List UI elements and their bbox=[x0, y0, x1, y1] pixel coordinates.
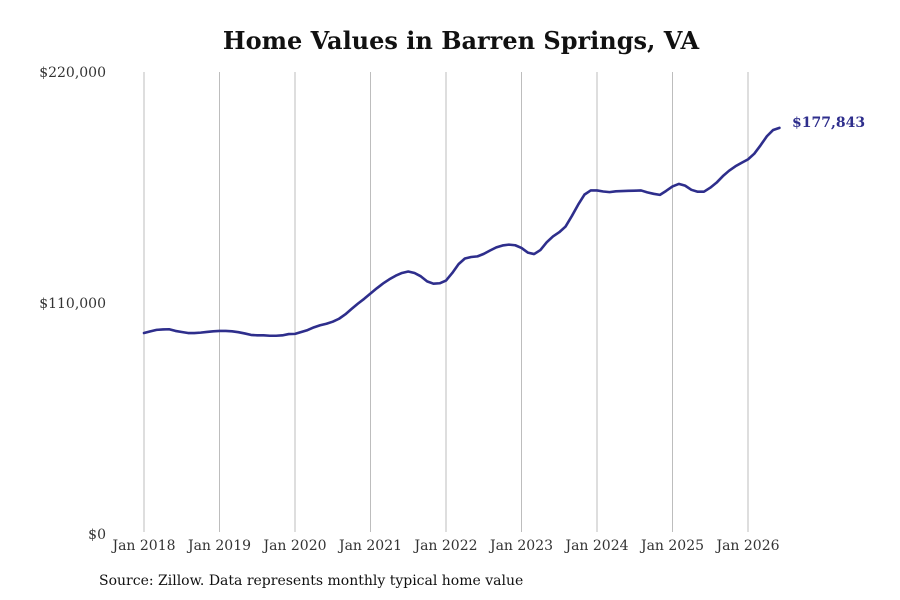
y-axis-tick-labels: $0 $110,000 $220,000 bbox=[39, 65, 106, 543]
x-tick-label: Jan 2020 bbox=[261, 538, 326, 554]
source-note: Source: Zillow. Data represents monthly … bbox=[99, 573, 524, 589]
x-tick-label: Jan 2026 bbox=[714, 538, 779, 554]
chart-title: Home Values in Barren Springs, VA bbox=[222, 26, 700, 55]
series-line bbox=[142, 126, 781, 338]
x-tick-label: Jan 2019 bbox=[186, 538, 251, 554]
x-tick-label: Jan 2022 bbox=[412, 538, 477, 554]
y-tick-label: $110,000 bbox=[39, 296, 106, 312]
x-tick-label: Jan 2018 bbox=[110, 538, 175, 554]
y-tick-label: $0 bbox=[88, 527, 106, 543]
vertical-gridlines bbox=[143, 72, 749, 532]
y-tick-label: $220,000 bbox=[39, 65, 106, 81]
x-tick-label: Jan 2024 bbox=[563, 538, 628, 554]
x-tick-label: Jan 2025 bbox=[639, 538, 704, 554]
x-tick-label: Jan 2021 bbox=[337, 538, 402, 554]
end-value-label: $177,843 bbox=[792, 115, 865, 131]
x-axis-tick-labels: Jan 2018 Jan 2019 Jan 2020 Jan 2021 Jan 2022… bbox=[110, 538, 779, 554]
x-tick-label: Jan 2023 bbox=[488, 538, 553, 554]
series-layer: $177,843 bbox=[142, 115, 865, 338]
